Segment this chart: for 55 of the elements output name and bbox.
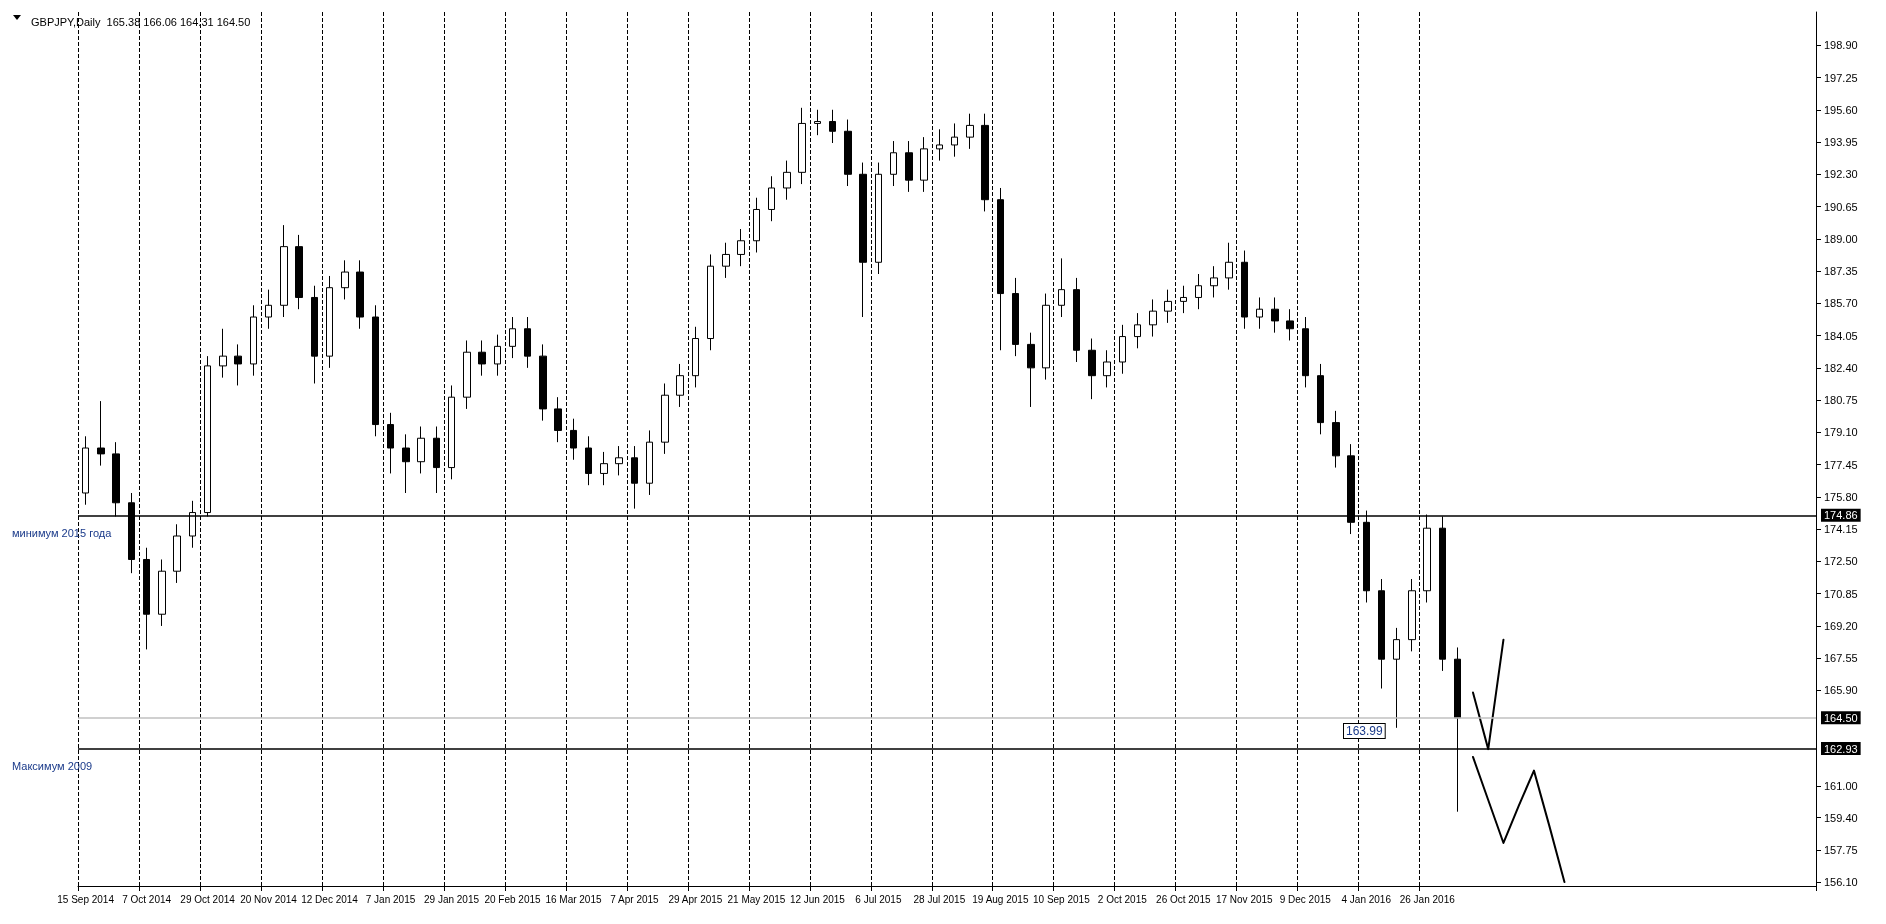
x-tick-label: 7 Jan 2015 (365, 893, 416, 905)
x-tick-label: 4 Jan 2016 (1341, 893, 1392, 905)
x-tick-label: 19 Aug 2015 (972, 893, 1029, 905)
y-tick-label: 165.90 (1824, 684, 1858, 697)
x-tick-label: 7 Oct 2014 (122, 893, 172, 905)
y-tick-label: 182.40 (1824, 361, 1858, 374)
x-tick-label: 2 Oct 2015 (1097, 893, 1148, 905)
y-tick-label: 180.75 (1824, 394, 1858, 407)
y-tick-label: 184.05 (1824, 329, 1858, 342)
chart-title: GBPJPY,Daily 165.38 166.06 164.31 164.50 (31, 15, 251, 28)
annotation: 163.99 (1346, 724, 1384, 738)
ref-line-label: 164.50 (1824, 711, 1858, 724)
y-tick-label: 174.15 (1824, 523, 1858, 536)
y-tick-label: 167.55 (1824, 652, 1858, 665)
x-tick-label: 29 Jan 2015 (423, 893, 480, 905)
x-tick-label: 12 Dec 2014 (301, 893, 359, 905)
x-tick-label: 20 Feb 2015 (484, 893, 542, 905)
annotation: Максимум 2009 (12, 759, 93, 772)
y-tick-label: 175.80 (1824, 490, 1858, 503)
x-tick-label: 29 Apr 2015 (668, 893, 723, 905)
x-tick-label: 17 Nov 2015 (1215, 893, 1274, 905)
x-tick-label: 6 Jul 2015 (855, 893, 902, 905)
y-tick-label: 193.95 (1824, 136, 1858, 149)
y-tick-label: 197.25 (1824, 71, 1858, 84)
x-tick-label: 26 Oct 2015 (1156, 893, 1211, 905)
y-tick-label: 159.40 (1824, 811, 1858, 824)
annotation: минимум 2015 года (12, 526, 113, 539)
x-tick-label: 9 Dec 2015 (1279, 893, 1332, 905)
y-tick-label: 192.30 (1824, 168, 1858, 181)
y-tick-label: 157.75 (1824, 843, 1858, 856)
x-tick-label: 10 Sep 2015 (1032, 893, 1091, 905)
y-tick-label: 179.10 (1824, 426, 1858, 439)
x-tick-label: 12 Jun 2015 (789, 893, 846, 905)
x-tick-label: 7 Apr 2015 (610, 893, 660, 905)
x-tick-label: 20 Nov 2014 (240, 893, 298, 905)
x-tick-label: 15 Sep 2014 (57, 893, 115, 905)
x-tick-label: 21 May 2015 (727, 893, 786, 905)
x-tick-label: 16 Mar 2015 (545, 893, 602, 905)
y-tick-label: 169.20 (1824, 619, 1858, 632)
y-tick-label: 156.10 (1824, 876, 1858, 889)
y-tick-label: 195.60 (1824, 103, 1858, 116)
y-tick-label: 170.85 (1824, 587, 1858, 600)
ref-line-label: 162.93 (1824, 742, 1858, 755)
x-tick-label: 26 Jan 2016 (1399, 893, 1456, 905)
y-tick-label: 177.45 (1824, 458, 1858, 471)
y-tick-label: 189.00 (1824, 232, 1858, 245)
y-tick-label: 172.50 (1824, 555, 1858, 568)
y-tick-label: 190.65 (1824, 200, 1858, 213)
y-tick-label: 198.90 (1824, 39, 1858, 52)
x-tick-label: 29 Oct 2014 (180, 893, 236, 905)
x-tick-label: 28 Jul 2015 (913, 893, 966, 905)
y-tick-label: 187.35 (1824, 265, 1858, 278)
y-tick-label: 161.00 (1824, 780, 1858, 793)
ref-line-label: 174.86 (1824, 509, 1858, 522)
y-tick-label: 185.70 (1824, 297, 1858, 310)
